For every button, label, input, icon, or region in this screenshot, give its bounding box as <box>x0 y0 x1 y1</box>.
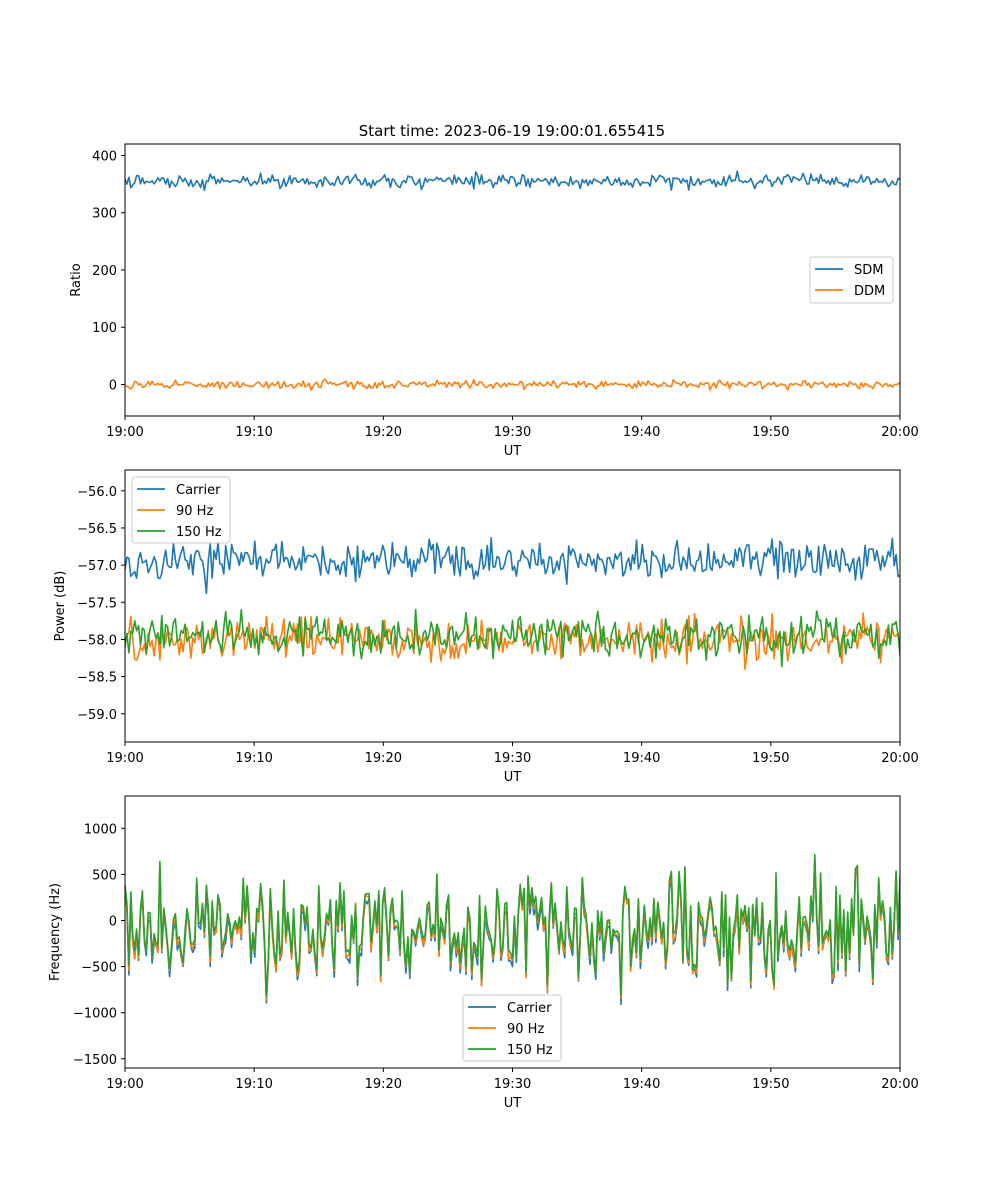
x-tick-label: 19:10 <box>235 751 272 766</box>
x-tick-label: 19:50 <box>752 751 789 766</box>
series-line-150-hz <box>125 853 900 998</box>
x-tick-label: 19:00 <box>106 751 143 766</box>
legend: SDM DDM <box>809 256 894 304</box>
legend-label: 90 Hz <box>507 1022 544 1037</box>
y-tick-label: −56.5 <box>77 522 117 537</box>
x-tick-label: 19:40 <box>623 1077 660 1092</box>
series-line-carrier <box>125 536 900 595</box>
series-line-ddm <box>125 378 900 391</box>
y-tick-label: −500 <box>81 961 117 976</box>
figure-title: Start time: 2023-06-19 19:00:01.655415 <box>359 122 665 140</box>
y-tick-label: 100 <box>92 321 117 336</box>
y-tick-label: −57.0 <box>77 559 117 574</box>
chart-panel-3: 19:00 19:10 19:20 19:30 19:40 19:50 20:00 UT −15… <box>48 795 919 1111</box>
y-tick-label: 500 <box>92 868 117 883</box>
y-axis-label: Power (dB) <box>53 571 68 642</box>
x-tick-label: 19:20 <box>365 751 402 766</box>
x-tick-label: 19:20 <box>365 1077 402 1092</box>
legend: Carrier 90 Hz 150 Hz <box>462 994 562 1062</box>
x-tick-label: 19:10 <box>235 1077 272 1092</box>
y-tick-label: −57.5 <box>77 596 117 611</box>
y-tick-label: 300 <box>92 207 117 222</box>
x-tick-label: 19:00 <box>106 425 143 440</box>
y-tick-label: 0 <box>109 379 117 394</box>
x-axis-label: UT <box>504 1096 522 1111</box>
y-tick-label: −1500 <box>73 1053 117 1068</box>
x-tick-label: 19:30 <box>494 751 531 766</box>
x-tick-label: 19:00 <box>106 1077 143 1092</box>
y-tick-label: −58.0 <box>77 633 117 648</box>
legend: Carrier 90 Hz 150 Hz <box>131 476 231 544</box>
series-line-sdm <box>125 170 900 191</box>
y-tick-label: 1000 <box>84 822 117 837</box>
y-tick-label: 200 <box>92 264 117 279</box>
y-tick-label: −56.0 <box>77 485 117 500</box>
legend-label: 150 Hz <box>176 525 222 540</box>
chart-panel-1: 19:00 19:10 19:20 19:30 19:40 19:50 20:00 UT 0 10… <box>69 143 919 459</box>
legend-box <box>462 994 562 1062</box>
legend-box <box>131 476 231 544</box>
x-tick-label: 20:00 <box>881 425 918 440</box>
x-axis-label: UT <box>504 770 522 785</box>
x-tick-label: 19:50 <box>752 1077 789 1092</box>
x-tick-label: 19:40 <box>623 751 660 766</box>
y-axis-label: Frequency (Hz) <box>48 883 63 981</box>
x-axis-label: UT <box>504 444 522 459</box>
y-tick-label: 400 <box>92 149 117 164</box>
x-tick-label: 19:30 <box>494 1077 531 1092</box>
panels: 19:00 19:10 19:20 19:30 19:40 19:50 20:00 UT 0 10… <box>48 143 919 1111</box>
x-tick-label: 19:30 <box>494 425 531 440</box>
legend-label: SDM <box>854 263 883 278</box>
x-tick-label: 19:40 <box>623 425 660 440</box>
x-tick-label: 19:10 <box>235 425 272 440</box>
y-tick-label: −1000 <box>73 1007 117 1022</box>
series-line-150-hz <box>125 608 900 668</box>
x-tick-label: 20:00 <box>881 1077 918 1092</box>
legend-label: 150 Hz <box>507 1043 553 1058</box>
legend-label: 90 Hz <box>176 504 213 519</box>
legend-label: DDM <box>854 284 885 299</box>
y-tick-label: 0 <box>109 914 117 929</box>
legend-label: Carrier <box>507 1001 552 1016</box>
x-tick-label: 20:00 <box>881 751 918 766</box>
chart-panel-2: 19:00 19:10 19:20 19:30 19:40 19:50 20:00 UT −59… <box>53 469 919 785</box>
y-tick-label: −58.5 <box>77 671 117 686</box>
y-axis-label: Ratio <box>69 263 84 296</box>
y-tick-label: −59.0 <box>77 708 117 723</box>
x-tick-label: 19:20 <box>365 425 402 440</box>
legend-label: Carrier <box>176 483 221 498</box>
x-tick-label: 19:50 <box>752 425 789 440</box>
